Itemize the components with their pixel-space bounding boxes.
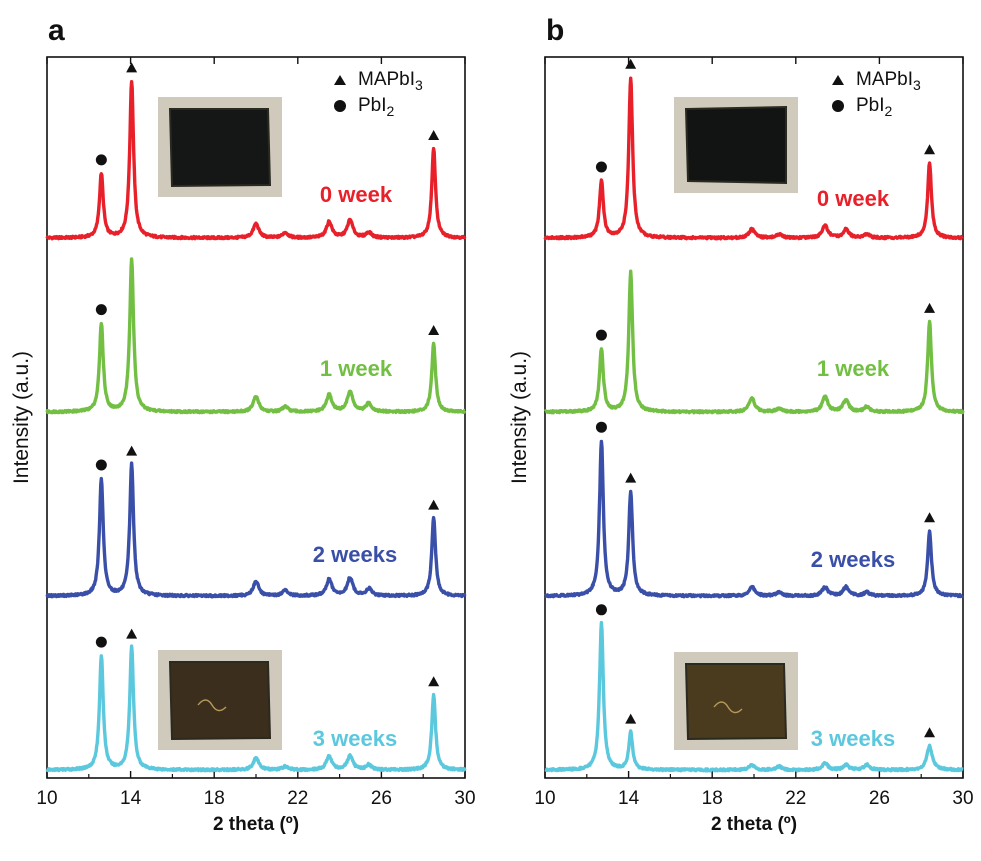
x-tick-label: 26 [869,788,890,809]
x-tick-label: 18 [204,788,225,809]
series-3-weeks: 3 weeks [45,628,467,773]
mapbi3-peak-marker [428,130,440,140]
mapbi3-peak-marker [625,713,637,724]
series-0-week: 0 week [543,58,965,241]
mapbi3-peak-marker [428,325,440,335]
mapbi3-peak-marker [924,302,936,313]
mapbi3-peak-marker [924,512,936,523]
film-photo-inset [158,97,282,197]
x-tick-label: 10 [534,788,555,809]
series-label: 1 week [817,356,890,381]
xrd-trace [543,269,965,415]
mapbi3-peak-marker [126,62,138,73]
series-1-week: 1 week [543,269,965,415]
xrd-trace [45,461,467,599]
x-tick-label: 22 [287,788,308,809]
x-tick-label: 14 [618,788,640,809]
perovskite-film [168,108,272,188]
panel-a: 10 14 18 22 26 30 2 theta (º) Intensity (a.u.) a… [10,14,476,835]
mapbi3-peak-marker [625,58,637,69]
legend-triangle-marker [334,75,346,85]
mapbi3-peak-marker [126,628,138,639]
legend-circle-marker [832,100,844,112]
pbi2-peak-marker [95,459,107,471]
legend-triangle-marker [832,75,844,85]
perovskite-film [168,661,272,741]
x-tick-label: 22 [785,788,806,809]
x-tick-label: 18 [702,788,723,809]
xrd-trace [45,80,467,241]
series-3-weeks: 3 weeks [543,604,965,773]
mapbi3-peak-marker [924,727,936,738]
series-label: 1 week [320,356,393,381]
film-photo-inset [674,97,798,193]
x-tick-label: 30 [952,788,973,809]
x-tick-label: 14 [120,788,142,809]
film-degradation-streak [197,699,227,712]
series-label: 0 week [817,186,890,211]
xrd-trace [543,620,965,773]
x-axis-label: 2 theta (º) [711,814,797,835]
mapbi3-peak-marker [428,676,440,687]
legend-label: MAPbI3 [358,69,423,93]
mapbi3-peak-marker [428,499,440,510]
panel-label: a [48,14,65,47]
y-axis-label: Intensity (a.u.) [508,351,531,484]
x-tick-label: 26 [371,788,392,809]
mapbi3-peak-marker [924,144,936,155]
perovskite-film [684,663,788,741]
film-photo-inset [158,650,282,750]
panel-b: 10 14 18 22 26 30 2 theta (º) Intensity (a.u.) b… [508,14,974,835]
pbi2-peak-marker [95,304,107,316]
series-label: 3 weeks [313,726,397,751]
legend-label: MAPbI3 [856,69,921,93]
series-2-weeks: 2 weeks [45,445,467,599]
x-axis-label: 2 theta (º) [213,814,299,835]
xrd-trace [543,439,965,599]
series-label: 0 week [320,182,393,207]
film-photo-inset [674,652,798,750]
legend-label: PbI2 [856,95,893,119]
x-tick-label: 30 [454,788,475,809]
series-label: 2 weeks [811,547,895,572]
pbi2-peak-marker [595,329,607,341]
legend-label: PbI2 [358,95,395,119]
xrd-trace [543,76,965,241]
series-1-week: 1 week [45,257,467,415]
mapbi3-peak-marker [126,445,138,456]
xrd-trace [45,257,467,415]
pbi2-peak-marker [595,421,607,433]
y-axis-label: Intensity (a.u.) [10,351,33,484]
mapbi3-peak-marker [625,472,637,483]
series-0-week: 0 week [45,62,467,241]
pbi2-peak-marker [95,154,107,166]
panel-label: b [546,14,564,47]
series-label: 3 weeks [811,726,895,751]
series-label: 2 weeks [313,542,397,567]
xrd-trace [45,644,467,773]
series-2-weeks: 2 weeks [543,421,965,599]
pbi2-peak-marker [595,161,607,173]
perovskite-film [684,105,787,185]
film-degradation-streak [713,701,743,714]
pbi2-peak-marker [595,604,607,616]
x-tick-label: 10 [36,788,57,809]
legend-circle-marker [334,100,346,112]
pbi2-peak-marker [95,636,107,648]
